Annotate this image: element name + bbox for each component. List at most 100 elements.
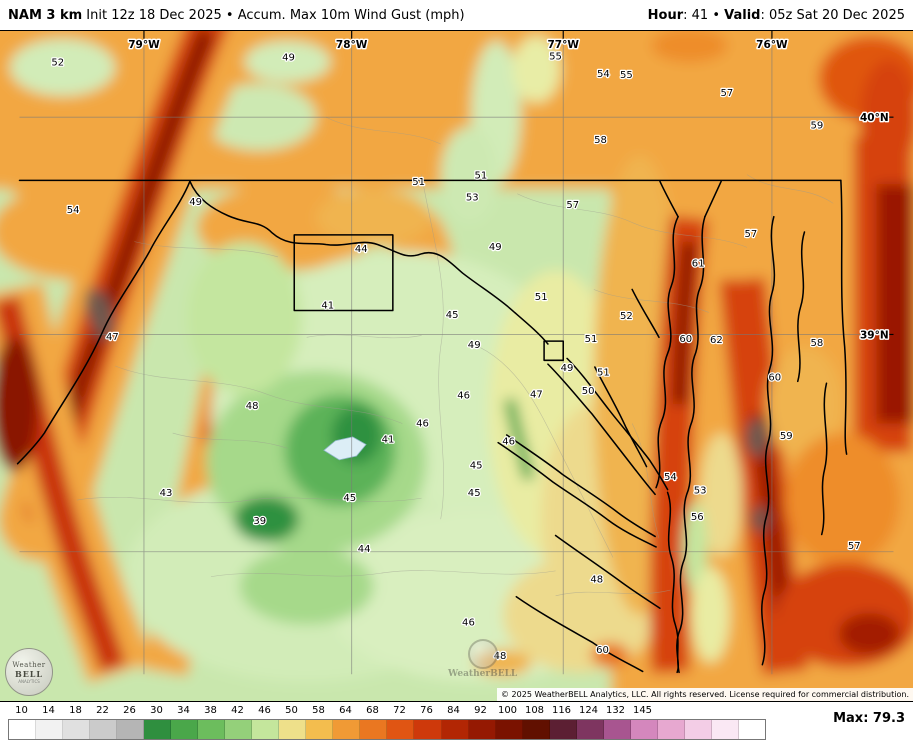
hour-label: Hour: [647, 7, 684, 23]
wind-gust-value: 52: [51, 57, 64, 68]
wind-gust-value: 56: [691, 512, 704, 523]
colorbar-tick: 10: [15, 705, 28, 716]
colorbar-cell: [603, 720, 631, 739]
colorbar-cell: [549, 720, 577, 739]
colorbar-tick: 84: [447, 705, 460, 716]
colorbar-cell: [738, 720, 765, 739]
wind-gust-value: 50: [582, 386, 595, 397]
wind-gust-value: 59: [811, 121, 824, 132]
wind-gust-value: 45: [343, 493, 356, 504]
wind-gust-value: 48: [246, 401, 259, 412]
wind-gust-value: 51: [597, 368, 610, 379]
wind-gust-value: 46: [457, 391, 470, 402]
colorbar-tick: 68: [366, 705, 379, 716]
wind-gust-value: 57: [848, 541, 861, 552]
colorbar-cell: [36, 720, 64, 739]
wind-gust-value: 57: [721, 88, 734, 99]
latitude-label: 39°N: [860, 329, 889, 341]
colorbar-tick: 34: [177, 705, 190, 716]
wind-gust-value: 49: [282, 53, 295, 64]
wind-gust-value: 62: [710, 335, 723, 346]
colorbar-tick: 64: [339, 705, 352, 716]
wind-gust-value: 59: [780, 431, 793, 442]
wind-gust-value: 54: [67, 205, 80, 216]
colorbar-tick: 18: [69, 705, 82, 716]
colorbar-tick: 46: [258, 705, 271, 716]
colorbar-cell: [387, 720, 415, 739]
colorbar-cell: [171, 720, 199, 739]
wind-gust-value: 51: [475, 170, 488, 181]
colorbar-cell: [198, 720, 226, 739]
weatherbell-logo: Weather BELL ANALYTICS: [5, 648, 53, 696]
valid-value: : 05z Sat 20 Dec 2025: [760, 7, 905, 23]
colorbar-tick: 116: [551, 705, 572, 716]
wind-gust-value: 53: [466, 192, 479, 203]
colorbar-tick: 14: [42, 705, 55, 716]
colorbar-tick: 145: [632, 705, 653, 716]
longitude-label: 76°W: [756, 39, 788, 51]
county-lines: [76, 116, 834, 597]
title-bar: NAM 3 km Init 12z 18 Dec 2025 • Accum. M…: [0, 0, 913, 30]
longitude-label: 77°W: [547, 39, 579, 51]
edge-ticks: [143, 31, 894, 336]
colorbar-tick: 100: [497, 705, 518, 716]
gust-color-field: [0, 31, 913, 701]
wind-gust-value: 47: [530, 390, 543, 401]
wind-gust-value: 60: [768, 372, 781, 383]
colorbar-cell: [90, 720, 118, 739]
wind-gust-value: 51: [535, 292, 548, 303]
wind-gust-value: 57: [566, 200, 579, 211]
wind-gust-value: 60: [679, 334, 692, 345]
colorbar-cell: [630, 720, 658, 739]
wind-gust-value: 60: [596, 645, 609, 656]
wind-gust-value: 47: [106, 332, 119, 343]
wind-gust-value: 55: [620, 70, 633, 81]
wind-gust-value: 49: [561, 363, 574, 374]
max-value: 79.3: [872, 711, 905, 726]
colorbar-cell: [279, 720, 307, 739]
colorbar-cell: [63, 720, 91, 739]
colorbar-tick: 124: [578, 705, 599, 716]
logo-text-analytics: ANALYTICS: [18, 678, 40, 684]
colorbar-cell: [495, 720, 523, 739]
colorbar-cell: [306, 720, 334, 739]
wind-gust-value: 49: [489, 242, 502, 253]
wind-gust-value: 41: [382, 435, 395, 446]
wind-value-labels: 52 49 55 54 55 57 59 58 54 49 51 51 53 57 44 49 57 61 41 51…: [50, 50, 862, 663]
colorbar-cell: [657, 720, 685, 739]
max-label: Max:: [833, 711, 869, 726]
wind-gust-value: 54: [664, 472, 677, 483]
colorbar-tick: 76: [420, 705, 433, 716]
wind-gust-value: 57: [744, 229, 757, 240]
wind-gust-value: 44: [358, 544, 371, 555]
copyright-notice: © 2025 WeatherBELL Analytics, LLC. All r…: [497, 688, 913, 701]
map-area: 79°W 78°W 77°W 76°W 40°N 39°N 52 49 55 54 55 57 59 5…: [0, 30, 913, 702]
colorbar-cell: [333, 720, 361, 739]
colorbar-tick: 30: [150, 705, 163, 716]
wind-gust-value: 45: [446, 310, 459, 321]
colorbar-tick: 42: [231, 705, 244, 716]
colorbar-cell: [414, 720, 442, 739]
colorbar-cell: [684, 720, 712, 739]
colorbar-legend: 10 14 18 22 26 30 34 38 42 46 50 58 64 68 72 76 84 92 100 1…: [0, 702, 913, 750]
wind-gust-value: 46: [462, 617, 475, 628]
colorbar-cell: [144, 720, 172, 739]
colorbar-cell: [522, 720, 550, 739]
colorbar-cell: [252, 720, 280, 739]
colorbar-tick: 108: [524, 705, 545, 716]
lake-anna: [323, 436, 367, 461]
state-borders: [16, 179, 848, 674]
latitude-label: 40°N: [860, 112, 889, 124]
wind-gust-value: 48: [494, 651, 507, 662]
wind-gust-value: 53: [694, 485, 707, 496]
colorbar-tick: 26: [123, 705, 136, 716]
wind-gust-value: 44: [355, 244, 368, 255]
wind-gust-value: 58: [594, 135, 607, 146]
valid-label: Valid: [724, 7, 761, 23]
colorbar-tick: 50: [285, 705, 298, 716]
colorbar-cell: [225, 720, 253, 739]
wind-gust-value: 61: [692, 258, 705, 269]
colorbar-cell: [117, 720, 145, 739]
